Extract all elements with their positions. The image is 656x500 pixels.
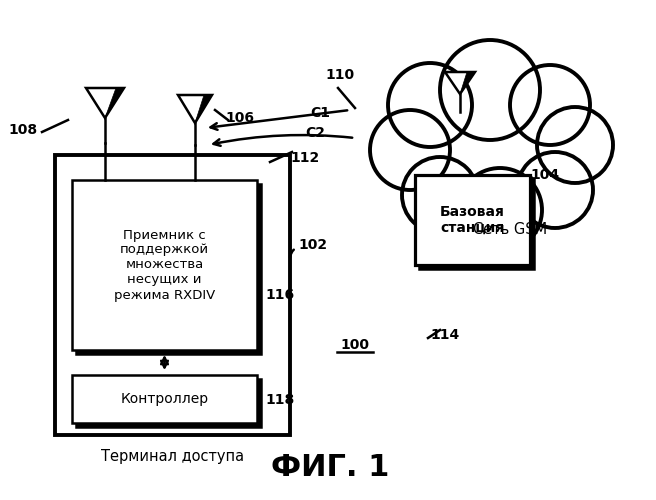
Text: Сеть GSM: Сеть GSM xyxy=(473,222,547,238)
Text: 118: 118 xyxy=(265,393,295,407)
Text: 116: 116 xyxy=(265,288,294,302)
FancyBboxPatch shape xyxy=(72,180,257,350)
FancyBboxPatch shape xyxy=(419,179,534,269)
Circle shape xyxy=(370,110,450,190)
Text: Терминал доступа: Терминал доступа xyxy=(101,450,244,464)
Text: Базовая
станция: Базовая станция xyxy=(440,205,505,235)
Text: 104: 104 xyxy=(530,168,559,182)
Text: 108: 108 xyxy=(9,123,38,137)
Text: C1: C1 xyxy=(310,106,330,120)
Text: C2: C2 xyxy=(305,126,325,140)
Circle shape xyxy=(510,65,590,145)
FancyBboxPatch shape xyxy=(55,155,290,435)
Polygon shape xyxy=(445,72,475,94)
Circle shape xyxy=(458,168,542,252)
Circle shape xyxy=(388,63,472,147)
Polygon shape xyxy=(460,72,475,94)
Circle shape xyxy=(402,157,478,233)
Text: 112: 112 xyxy=(290,151,319,165)
Text: 100: 100 xyxy=(340,338,369,352)
Text: 110: 110 xyxy=(325,68,354,82)
Text: 114: 114 xyxy=(430,328,459,342)
Text: 102: 102 xyxy=(298,238,327,252)
Text: Приемник с
поддержкой
множества
несущих и
режима RXDIV: Приемник с поддержкой множества несущих … xyxy=(114,228,215,302)
Text: Контроллер: Контроллер xyxy=(121,392,209,406)
FancyBboxPatch shape xyxy=(76,184,261,354)
Circle shape xyxy=(517,152,593,228)
Polygon shape xyxy=(86,88,124,118)
Circle shape xyxy=(537,107,613,183)
Polygon shape xyxy=(178,95,212,123)
FancyBboxPatch shape xyxy=(76,379,261,427)
Text: ФИГ. 1: ФИГ. 1 xyxy=(271,454,389,482)
Polygon shape xyxy=(195,95,212,123)
FancyBboxPatch shape xyxy=(415,175,530,265)
FancyBboxPatch shape xyxy=(72,375,257,423)
Polygon shape xyxy=(105,88,124,118)
Circle shape xyxy=(440,40,540,140)
Text: 106: 106 xyxy=(225,111,254,125)
